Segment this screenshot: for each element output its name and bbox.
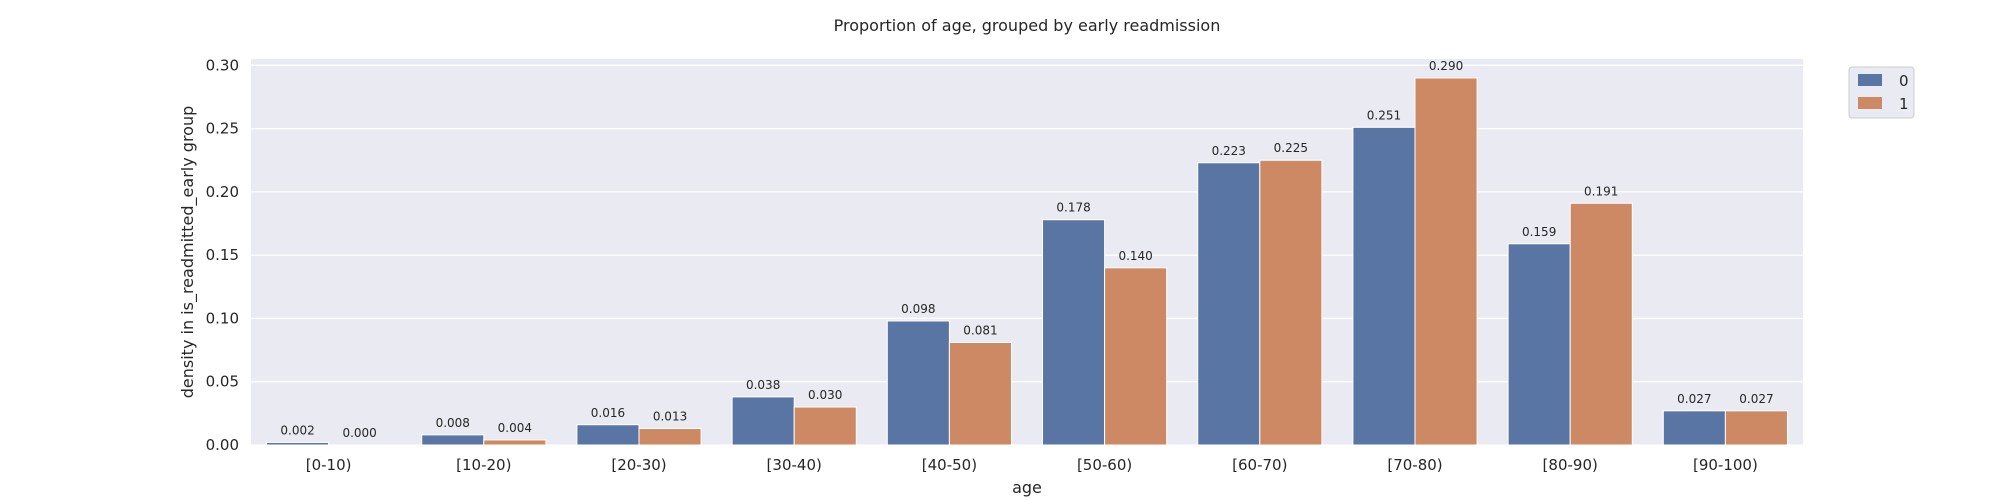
data-labels: 0.002 0.000 0.008 0.004 0.016 0.013 0.038 0.030… <box>280 59 1773 440</box>
data-label: 0.223 <box>1212 144 1246 158</box>
data-label: 0.178 <box>1056 201 1090 215</box>
bar-series-1 <box>793 406 857 446</box>
bar-series-1 <box>638 428 702 446</box>
x-tick-label: [90-100) <box>1693 456 1758 474</box>
y-tick-label: 0.20 <box>206 183 239 201</box>
x-tick-label: [10-20) <box>456 456 511 474</box>
bar-series-0 <box>886 320 950 446</box>
y-tick-label: 0.15 <box>206 246 239 264</box>
data-label: 0.159 <box>1522 225 1556 239</box>
data-label: 0.027 <box>1739 392 1773 406</box>
bar-series-0 <box>421 434 485 446</box>
legend-label-0: 0 <box>1899 72 1909 90</box>
bar-series-0 <box>1042 219 1106 446</box>
data-label: 0.251 <box>1367 108 1401 122</box>
legend: 0 1 <box>1848 66 1915 119</box>
bar-series-0 <box>1662 410 1726 446</box>
data-label: 0.081 <box>963 323 997 337</box>
y-tick-label: 0.25 <box>206 120 239 138</box>
x-tick-label: [70-80) <box>1387 456 1442 474</box>
data-label: 0.027 <box>1677 392 1711 406</box>
bar-series-1 <box>1724 410 1788 446</box>
bar-series-1 <box>1259 159 1323 446</box>
x-tick-label: [40-50) <box>922 456 977 474</box>
x-tick-label: [50-60) <box>1077 456 1132 474</box>
bar-series-0 <box>731 396 795 446</box>
bar-series-1 <box>1414 77 1478 446</box>
x-axis-ticks: [0-10) [10-20) [20-30) [30-40) [40-50) [50-60… <box>306 456 1758 474</box>
bar-series-0 <box>1507 243 1571 446</box>
y-tick-label: 0.00 <box>206 436 239 454</box>
x-tick-label: [0-10) <box>306 456 352 474</box>
bar-series-0 <box>266 441 330 446</box>
y-tick-label: 0.30 <box>206 56 239 74</box>
bar-series-1 <box>1569 202 1633 446</box>
x-tick-label: [60-70) <box>1232 456 1287 474</box>
x-tick-label: [30-40) <box>767 456 822 474</box>
data-label: 0.030 <box>808 388 842 402</box>
data-label: 0.191 <box>1584 184 1618 198</box>
x-axis-label: age <box>1012 478 1042 497</box>
data-label: 0.000 <box>342 426 376 440</box>
bar-series-0 <box>1197 162 1261 446</box>
chart-title: Proportion of age, grouped by early read… <box>834 16 1221 35</box>
data-label: 0.004 <box>498 421 532 435</box>
bar-series-1 <box>483 439 547 446</box>
data-label: 0.038 <box>746 378 780 392</box>
x-tick-label: [80-90) <box>1543 456 1598 474</box>
data-label: 0.008 <box>436 416 470 430</box>
legend-swatch-1 <box>1858 97 1882 109</box>
data-label: 0.013 <box>653 410 687 424</box>
y-axis-ticks: 0.00 0.05 0.10 0.15 0.20 0.25 0.30 <box>206 56 239 454</box>
data-label: 0.140 <box>1118 249 1152 263</box>
x-tick-label: [20-30) <box>611 456 666 474</box>
data-label: 0.098 <box>901 302 935 316</box>
bars <box>266 77 1788 446</box>
bar-series-0 <box>576 424 640 446</box>
bar-series-0 <box>1352 126 1416 446</box>
data-label: 0.290 <box>1429 59 1463 73</box>
y-axis-label: density in is_readmitted_early group <box>178 106 198 399</box>
legend-swatch-0 <box>1858 74 1882 86</box>
y-tick-label: 0.10 <box>206 309 239 327</box>
data-label: 0.016 <box>591 406 625 420</box>
data-label: 0.225 <box>1274 141 1308 155</box>
data-label: 0.002 <box>280 423 314 437</box>
y-tick-label: 0.05 <box>206 373 239 391</box>
bar-series-1 <box>1104 267 1168 446</box>
bar-series-1 <box>948 341 1012 446</box>
legend-label-1: 1 <box>1899 95 1909 113</box>
